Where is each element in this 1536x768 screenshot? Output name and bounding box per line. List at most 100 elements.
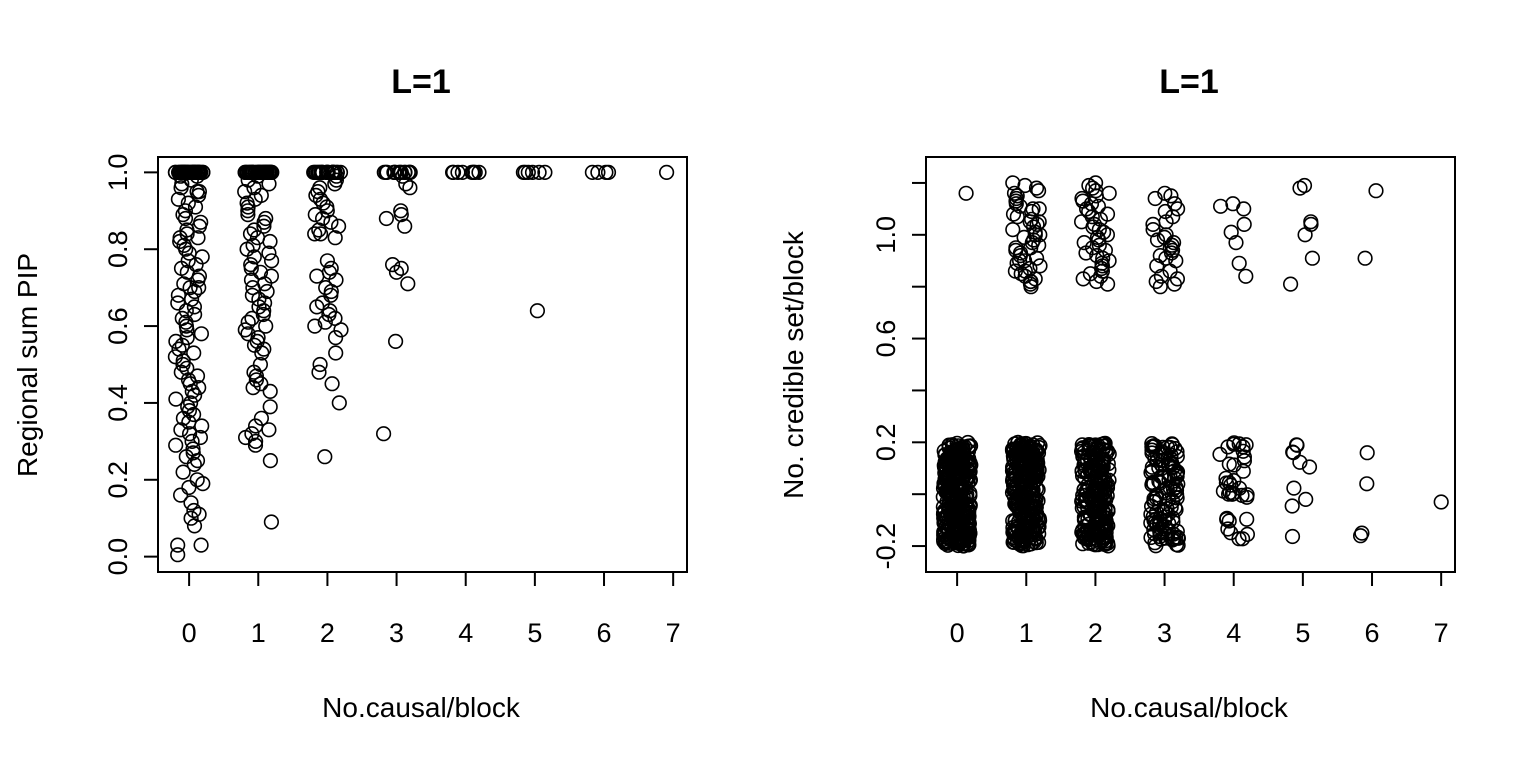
- data-point: [1076, 482, 1092, 498]
- data-point: [1101, 472, 1117, 488]
- y-axis-label: No. credible set/block: [778, 230, 809, 499]
- data-point: [1098, 492, 1114, 508]
- data-point: [258, 164, 275, 180]
- data-point: [186, 164, 202, 180]
- data-point: [1031, 214, 1047, 230]
- y-axis: -0.2 0.2 0.6 1.0: [871, 181, 926, 569]
- data-point: [1163, 245, 1180, 261]
- data-point: [1032, 258, 1048, 274]
- data-point: [467, 164, 483, 180]
- data-point: [1226, 435, 1242, 451]
- data-point: [184, 433, 200, 450]
- data-point: [658, 164, 675, 180]
- data-point: [191, 187, 207, 203]
- data-point: [529, 303, 546, 319]
- x-tick-label: 6: [1365, 618, 1380, 648]
- data-point: [327, 310, 343, 327]
- data-point: [600, 164, 617, 180]
- data-point: [1164, 237, 1180, 253]
- data-point: [246, 337, 263, 353]
- x-tick-label: 4: [1226, 618, 1241, 648]
- data-point: [245, 380, 261, 396]
- y-tick-label: 0.2: [871, 424, 901, 462]
- data-point: [1352, 528, 1369, 544]
- data-point: [1220, 521, 1236, 537]
- data-point: [331, 218, 347, 234]
- x-axis-label: No.causal/block: [322, 692, 521, 723]
- data-point: [1005, 206, 1022, 222]
- data-point: [961, 502, 977, 518]
- data-point: [1025, 524, 1041, 540]
- data-points: [935, 175, 1449, 554]
- data-point: [1239, 511, 1255, 527]
- data-point: [307, 226, 323, 242]
- data-point: [1076, 235, 1092, 251]
- data-point: [1149, 258, 1165, 274]
- data-point: [251, 164, 267, 180]
- data-point: [1286, 480, 1302, 496]
- data-point: [958, 185, 974, 201]
- y-tick-label: 0.8: [103, 230, 133, 268]
- data-point: [1357, 250, 1373, 266]
- data-point: [1235, 463, 1251, 479]
- data-point: [1008, 240, 1024, 256]
- data-point: [1017, 177, 1033, 194]
- y-tick-label: 1.0: [103, 154, 133, 192]
- data-point: [397, 218, 413, 234]
- data-point: [1297, 227, 1313, 243]
- data-point: [1009, 255, 1025, 271]
- data-point: [1097, 521, 1113, 538]
- data-point: [176, 164, 192, 180]
- data-point: [240, 314, 256, 330]
- data-point: [1145, 509, 1161, 525]
- x-axis-label: No.causal/block: [1090, 692, 1289, 723]
- data-point: [1029, 216, 1045, 232]
- data-point: [307, 207, 323, 223]
- data-point: [261, 422, 277, 438]
- y-axis-label: Regional sum PIP: [12, 253, 43, 477]
- data-point: [307, 318, 323, 334]
- x-tick-label: 7: [1434, 618, 1449, 648]
- data-point: [181, 479, 197, 496]
- x-tick-label: 5: [1295, 618, 1310, 648]
- data-point: [324, 376, 340, 392]
- data-point: [1015, 524, 1031, 540]
- data-point: [262, 453, 279, 469]
- data-point: [312, 356, 328, 373]
- data-point: [1236, 449, 1252, 465]
- data-point: [1167, 440, 1183, 457]
- data-point: [317, 314, 333, 330]
- y-axis: 0.0 0.2 0.4 0.6 0.8 1.0: [103, 154, 158, 575]
- data-point: [945, 457, 962, 473]
- data-point: [956, 509, 972, 525]
- x-axis: 0 1 2 3 4 5 6 7: [182, 572, 681, 648]
- data-point: [1005, 175, 1021, 191]
- data-point: [1152, 524, 1168, 540]
- data-point: [186, 299, 202, 315]
- data-point: [376, 164, 392, 180]
- data-point: [242, 226, 259, 242]
- data-point: [170, 191, 186, 207]
- data-point: [1076, 499, 1092, 515]
- data-point: [1101, 185, 1117, 201]
- data-point: [1298, 491, 1314, 508]
- data-point: [168, 437, 184, 453]
- x-tick-label: 1: [1019, 618, 1034, 648]
- data-point: [1218, 470, 1234, 486]
- data-point: [325, 164, 342, 180]
- data-point: [590, 164, 606, 180]
- data-point: [941, 500, 957, 516]
- data-point: [1235, 439, 1251, 455]
- data-point: [1088, 273, 1105, 290]
- data-point: [170, 295, 186, 311]
- data-point: [1006, 524, 1022, 540]
- data-point: [175, 356, 191, 373]
- data-point: [188, 257, 204, 273]
- data-point: [189, 453, 206, 469]
- data-point: [1146, 438, 1163, 454]
- data-point: [1289, 437, 1305, 453]
- data-point: [1219, 510, 1235, 526]
- data-point: [183, 495, 199, 511]
- data-point: [264, 253, 280, 269]
- chart-title: L=1: [391, 63, 451, 101]
